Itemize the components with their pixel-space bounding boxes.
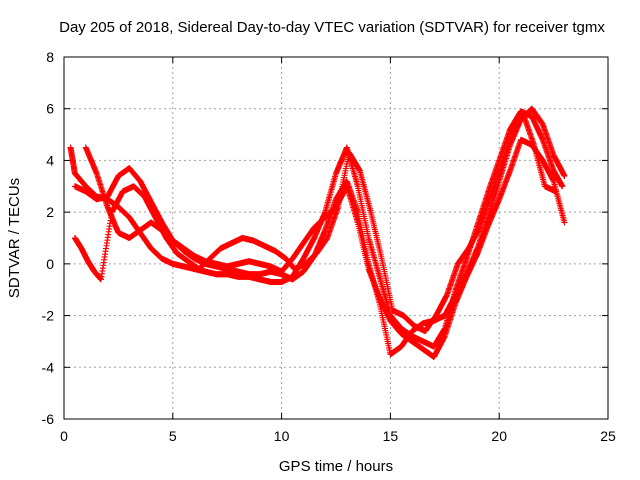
chart-title: Day 205 of 2018, Sidereal Day-to-day VTE… [59,19,605,36]
y-tick-label: 0 [46,256,54,272]
y-tick-label: -2 [42,308,55,324]
x-tick-label: 25 [600,428,616,444]
data-points [67,105,568,360]
y-tick-label: 6 [46,101,54,117]
x-tick-label: 5 [169,428,177,444]
y-tick-label: 4 [46,152,54,168]
y-axis-label: SDTVAR / TECUs [6,178,23,298]
x-tick-label: 10 [274,428,290,444]
y-tick-label: -6 [42,411,55,427]
y-tick-labels: -6 -4 -2 0 2 4 6 8 [42,49,55,427]
x-axis-label: GPS time / hours [279,458,393,475]
x-tick-label: 0 [60,428,68,444]
data-point [559,183,566,190]
x-tick-labels: 0 5 10 15 20 25 [60,428,616,444]
x-tick-label: 15 [383,428,399,444]
x-tick-label: 20 [491,428,507,444]
y-tick-label: -4 [42,359,55,375]
axis-ticks [63,56,609,420]
y-tick-label: 8 [46,49,54,65]
y-tick-label: 2 [46,204,54,220]
